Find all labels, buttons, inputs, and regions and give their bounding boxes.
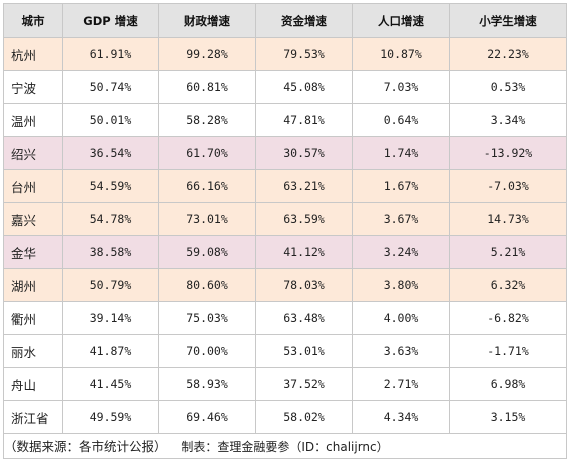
- table-row: 衢州 39.14% 75.03% 63.48% 4.00% -6.82%: [3, 301, 567, 335]
- value-cell: 63.21%: [255, 169, 353, 203]
- value-cell: 58.28%: [158, 103, 256, 137]
- value-cell: 3.67%: [352, 202, 450, 236]
- city-cell: 舟山: [3, 367, 63, 401]
- value-cell: 5.21%: [449, 235, 567, 269]
- city-cell: 衢州: [3, 301, 63, 335]
- caption-row: 制表：查理金融要参（ID：chalijrnc）: [3, 433, 567, 459]
- value-cell: 4.00%: [352, 301, 450, 335]
- value-cell: 50.01%: [62, 103, 159, 137]
- value-cell: 54.78%: [62, 202, 159, 236]
- value-cell: -1.71%: [449, 334, 567, 368]
- value-cell: 73.01%: [158, 202, 256, 236]
- value-cell: 78.03%: [255, 268, 353, 302]
- value-cell: 10.87%: [352, 37, 450, 71]
- header-cell: 财政增速: [158, 3, 256, 38]
- table-caption: 制表：查理金融要参（ID：chalijrnc）: [3, 433, 567, 459]
- value-cell: 69.46%: [158, 400, 256, 434]
- city-cell: 金华: [3, 235, 63, 269]
- value-cell: 3.80%: [352, 268, 450, 302]
- city-cell: 杭州: [3, 37, 63, 71]
- value-cell: 0.53%: [449, 70, 567, 104]
- table-row: 金华 38.58% 59.08% 41.12% 3.24% 5.21%: [3, 235, 567, 269]
- value-cell: 47.81%: [255, 103, 353, 137]
- value-cell: 63.48%: [255, 301, 353, 335]
- value-cell: 6.32%: [449, 268, 567, 302]
- value-cell: 41.45%: [62, 367, 159, 401]
- value-cell: 6.98%: [449, 367, 567, 401]
- value-cell: 61.91%: [62, 37, 159, 71]
- value-cell: 49.59%: [62, 400, 159, 434]
- value-cell: 79.53%: [255, 37, 353, 71]
- value-cell: 37.52%: [255, 367, 353, 401]
- value-cell: 41.12%: [255, 235, 353, 269]
- table-row: 杭州 61.91% 99.28% 79.53% 10.87% 22.23%: [3, 37, 567, 71]
- growth-table: 城市 GDP 增速 财政增速 资金增速 人口增速 小学生增速 杭州 61.91% 9…: [3, 3, 567, 459]
- city-cell: 绍兴: [3, 136, 63, 170]
- value-cell: 53.01%: [255, 334, 353, 368]
- value-cell: 58.93%: [158, 367, 256, 401]
- table-row: 温州 50.01% 58.28% 47.81% 0.64% 3.34%: [3, 103, 567, 137]
- value-cell: 36.54%: [62, 136, 159, 170]
- value-cell: -13.92%: [449, 136, 567, 170]
- table-header-row: 城市 GDP 增速 财政增速 资金增速 人口增速 小学生增速: [3, 3, 567, 38]
- city-cell: 台州: [3, 169, 63, 203]
- value-cell: 0.64%: [352, 103, 450, 137]
- header-cell: 小学生增速: [449, 3, 567, 38]
- value-cell: 1.74%: [352, 136, 450, 170]
- table-row: 丽水 41.87% 70.00% 53.01% 3.63% -1.71%: [3, 334, 567, 368]
- value-cell: 3.34%: [449, 103, 567, 137]
- city-cell: 丽水: [3, 334, 63, 368]
- value-cell: 50.79%: [62, 268, 159, 302]
- table-row: 湖州 50.79% 80.60% 78.03% 3.80% 6.32%: [3, 268, 567, 302]
- city-cell: 湖州: [3, 268, 63, 302]
- header-cell: 资金增速: [255, 3, 353, 38]
- value-cell: 61.70%: [158, 136, 256, 170]
- city-cell: 温州: [3, 103, 63, 137]
- header-cell: 人口增速: [352, 3, 450, 38]
- value-cell: 70.00%: [158, 334, 256, 368]
- value-cell: 58.02%: [255, 400, 353, 434]
- value-cell: 4.34%: [352, 400, 450, 434]
- value-cell: 41.87%: [62, 334, 159, 368]
- value-cell: -6.82%: [449, 301, 567, 335]
- value-cell: 39.14%: [62, 301, 159, 335]
- table-row: 宁波 50.74% 60.81% 45.08% 7.03% 0.53%: [3, 70, 567, 104]
- value-cell: 63.59%: [255, 202, 353, 236]
- city-cell: 嘉兴: [3, 202, 63, 236]
- value-cell: 59.08%: [158, 235, 256, 269]
- value-cell: 30.57%: [255, 136, 353, 170]
- city-cell: 宁波: [3, 70, 63, 104]
- value-cell: 80.60%: [158, 268, 256, 302]
- table-row: 舟山 41.45% 58.93% 37.52% 2.71% 6.98%: [3, 367, 567, 401]
- table-body: 杭州 61.91% 99.28% 79.53% 10.87% 22.23% 宁波 50.74%…: [3, 37, 567, 434]
- table-row: 嘉兴 54.78% 73.01% 63.59% 3.67% 14.73%: [3, 202, 567, 236]
- value-cell: 3.24%: [352, 235, 450, 269]
- value-cell: 3.63%: [352, 334, 450, 368]
- table-row: 浙江省 49.59% 69.46% 58.02% 4.34% 3.15%: [3, 400, 567, 434]
- value-cell: 99.28%: [158, 37, 256, 71]
- source-note: （数据来源：各市统计公报）: [4, 439, 167, 454]
- value-cell: -7.03%: [449, 169, 567, 203]
- value-cell: 45.08%: [255, 70, 353, 104]
- value-cell: 14.73%: [449, 202, 567, 236]
- value-cell: 3.15%: [449, 400, 567, 434]
- value-cell: 22.23%: [449, 37, 567, 71]
- city-cell: 浙江省: [3, 400, 63, 434]
- value-cell: 1.67%: [352, 169, 450, 203]
- table-row: 台州 54.59% 66.16% 63.21% 1.67% -7.03%: [3, 169, 567, 203]
- value-cell: 7.03%: [352, 70, 450, 104]
- value-cell: 50.74%: [62, 70, 159, 104]
- value-cell: 54.59%: [62, 169, 159, 203]
- value-cell: 75.03%: [158, 301, 256, 335]
- value-cell: 2.71%: [352, 367, 450, 401]
- table-row: 绍兴 36.54% 61.70% 30.57% 1.74% -13.92%: [3, 136, 567, 170]
- value-cell: 60.81%: [158, 70, 256, 104]
- value-cell: 66.16%: [158, 169, 256, 203]
- value-cell: 38.58%: [62, 235, 159, 269]
- header-cell: GDP 增速: [62, 3, 159, 38]
- header-cell: 城市: [3, 3, 63, 38]
